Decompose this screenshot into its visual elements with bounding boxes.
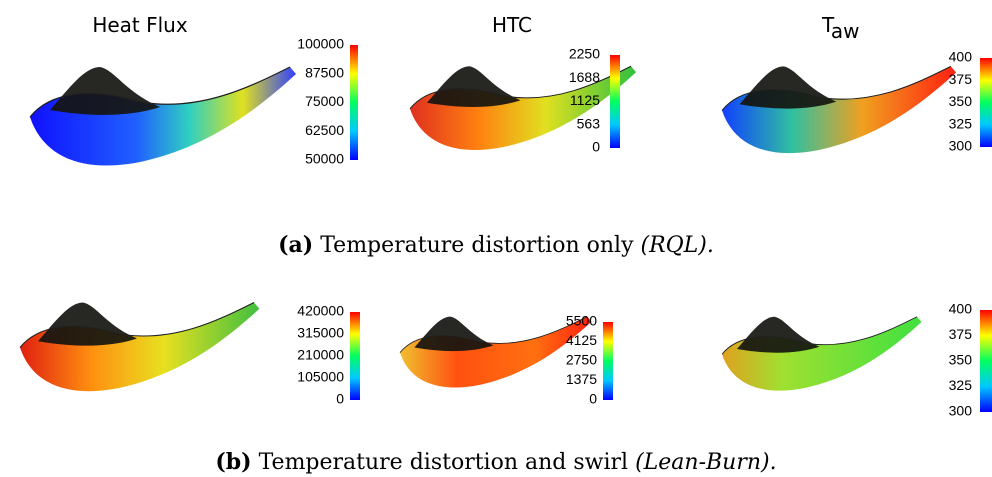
colorbar [603,322,613,400]
blade-rendering [19,302,260,392]
colorbar-tick-label: 50000 [305,151,344,167]
column-title: HTC [492,13,532,37]
colorbar-tick-label: 4125 [566,332,597,348]
blade-rendering [721,65,957,154]
colorbar-tick-label: 563 [577,115,601,131]
blade-rendering [29,66,296,166]
colorbar-tick-label: 1125 [570,92,600,108]
blade-edge [19,302,255,348]
colorbar-tick-label: 325 [949,377,973,393]
colorbar-tick-label: 0 [336,391,344,407]
caption: (a) Temperature distortion only (RQL). [278,232,714,258]
column-title: Taw [821,13,860,43]
blade-shadow [50,67,160,115]
blade-edge [29,66,291,118]
caption-label: (a) [278,232,313,258]
colorbar-tick-label: 375 [949,71,973,87]
blade-surface [722,316,922,391]
blade-surface [400,316,592,388]
colorbar-tick-label: 87500 [305,64,344,80]
colorbar-tick-label: 420000 [297,303,344,319]
blade-edge [721,316,918,355]
colorbar-tick-label: 400 [949,301,973,317]
caption-note: (Lean-Burn). [635,450,777,475]
colorbar-tick-label: 350 [949,352,973,368]
blade-surface [30,67,296,166]
blade-edge [721,65,952,111]
colorbar-tick-label: 375 [949,326,973,342]
colorbar [980,58,992,147]
blade-edge [409,65,632,110]
caption-text: Temperature distortion only [320,233,634,258]
blade-shadow [427,66,521,107]
colorbar-tick-label: 0 [589,391,597,407]
colorbar [350,45,358,160]
blade-shadow [739,66,837,109]
blade-rendering [409,65,637,151]
column-title: Heat Flux [92,13,188,37]
colorbar-tick-label: 350 [949,93,973,109]
colorbar-tick-label: 1375 [566,371,597,387]
blade-shadow [737,316,820,353]
caption: (b) Temperature distortion and swirl (Le… [215,449,776,475]
blade-surface [20,302,260,392]
colorbar [610,55,620,148]
colorbar-tick-label: 105000 [297,369,344,385]
colorbar-tick-label: 400 [949,49,973,65]
colorbar-tick-label: 2250 [569,46,600,62]
blade-rendering [721,316,922,391]
blade-rendering [399,316,592,388]
colorbar-tick-label: 2750 [566,352,597,368]
blade-surface [410,66,637,151]
colorbar-tick-label: 315000 [297,325,344,341]
colorbar-tick-label: 0 [592,139,600,155]
caption-text: Temperature distortion and swirl [259,450,629,475]
blade-surface [722,66,957,154]
colorbar-tick-label: 300 [949,403,973,419]
blade-shadow [38,302,137,346]
blade-shadow [414,316,494,352]
blade-edge [399,316,588,353]
colorbar-tick-label: 1688 [569,69,600,85]
colorbar-tick-label: 300 [949,138,973,154]
subscript: aw [831,19,860,43]
caption-note: (RQL). [641,233,714,258]
caption-label: (b) [215,449,251,475]
colorbar-tick-label: 210000 [297,347,344,363]
colorbar-tick-label: 5500 [566,313,597,329]
colorbar-tick-label: 75000 [305,93,344,109]
colorbar-tick-label: 62500 [305,122,344,138]
colorbar [350,312,360,400]
colorbar-tick-label: 325 [949,115,973,131]
colorbar-tick-label: 100000 [297,36,344,52]
colorbar [980,310,992,412]
